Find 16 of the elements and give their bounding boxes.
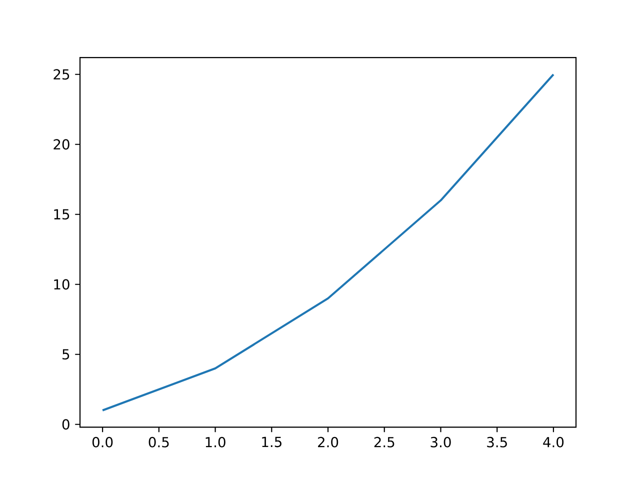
x-tick-label: 0.5: [148, 436, 169, 448]
x-tick-label: 0.0: [92, 436, 113, 448]
y-tick-label: 15: [54, 209, 70, 220]
x-tick-label: 2.5: [374, 436, 394, 448]
x-tick-label: 3.0: [430, 436, 451, 448]
y-tick-label: 25: [54, 69, 70, 80]
x-tick-label: 3.5: [487, 436, 507, 448]
y-tick-label: 20: [54, 139, 70, 150]
y-tick-label: 5: [62, 349, 70, 360]
y-tick-label: 10: [54, 279, 70, 290]
x-tick-label: 4.0: [543, 436, 564, 448]
line-series: [102, 73, 554, 412]
x-tick-label: 1.0: [206, 436, 226, 448]
y-tick-label: 0: [62, 419, 70, 430]
x-tick-label: 2.0: [318, 436, 338, 448]
x-tick-label: 1.5: [262, 436, 282, 448]
